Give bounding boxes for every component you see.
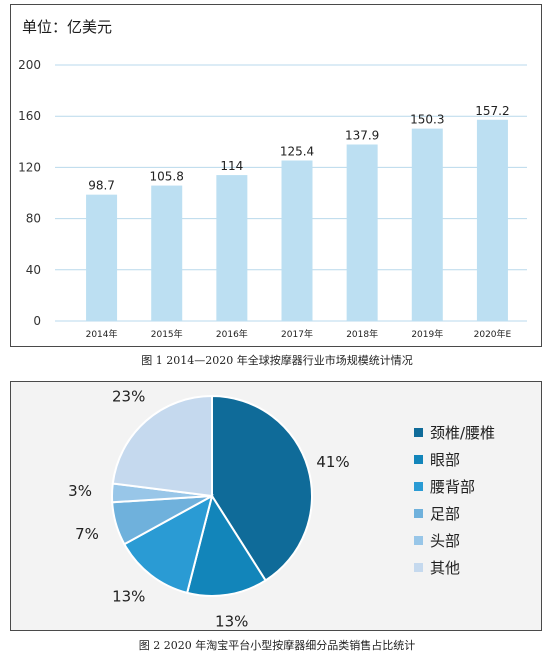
y-tick-label: 0 [33,314,41,328]
legend-swatch [414,482,423,491]
legend-swatch [414,428,423,437]
legend-label: 头部 [430,532,460,550]
y-tick-label: 80 [26,212,41,226]
slice-percent-label: 3% [68,482,92,500]
slice-percent-label: 7% [75,525,99,543]
y-tick-label: 40 [26,263,41,277]
legend-swatch [414,563,423,572]
x-tick-label: 2020年E [474,328,512,340]
pie-slice [111,394,213,498]
bar-value-label: 150.3 [410,113,444,127]
figure1-caption: 图 1 2014—2020 年全球按摩器行业市场规模统计情况 [141,354,413,367]
bar [411,128,443,321]
x-tick-label: 2018年 [346,328,378,340]
bar-chart: 0 40 80 120 160 200 98.7 2014年 105.8 2015年 114 2016… [18,58,527,340]
y-tick-label: 120 [18,160,41,174]
pie-chart-panel: 41% 13% 13% 7% 3% 23% 颈椎/腰椎眼部腰背部足部头部其他 [10,381,542,631]
x-tick-label: 2019年 [411,328,443,340]
bar [346,144,378,321]
slice-percent-label: 23% [112,387,145,405]
legend-swatch [414,455,423,464]
legend-swatch [414,536,423,545]
bar-value-label: 98.7 [88,179,115,193]
bar [86,194,118,321]
x-tick-label: 2015年 [151,328,183,340]
bar-value-label: 157.2 [475,104,509,118]
slice-percent-label: 13% [112,588,145,606]
bar [151,185,183,321]
bar [216,175,248,321]
bar-value-label: 105.8 [150,170,184,184]
legend-label: 足部 [430,505,460,523]
bar-value-label: 125.4 [280,144,314,158]
bar-value-label: 114 [220,159,243,173]
legend-swatch [414,509,423,518]
legend-label: 颈椎/腰椎 [430,424,495,442]
pie-slice [185,493,267,597]
legend-label: 眼部 [430,451,460,469]
x-tick-label: 2014年 [86,328,118,340]
pie-slice [123,494,214,595]
figure2-caption: 图 2 2020 年淘宝平台小型按摩器细分品类销售占比统计 [138,639,416,652]
unit-label: 单位：亿美元 [22,18,113,36]
bar-chart-panel: 单位：亿美元 0 40 80 120 160 200 98.7 2014年 105.8 2015年… [10,4,542,347]
legend-label: 腰背部 [430,478,475,496]
y-tick-label: 160 [18,109,41,123]
bar [476,119,508,321]
x-tick-label: 2017年 [281,328,313,340]
x-tick-label: 2016年 [216,328,248,340]
legend-label: 其他 [430,559,460,577]
bar [281,160,313,321]
slice-percent-label: 41% [316,453,349,471]
slice-percent-label: 13% [215,612,248,630]
bar-value-label: 137.9 [345,128,379,142]
y-tick-label: 200 [18,58,41,72]
